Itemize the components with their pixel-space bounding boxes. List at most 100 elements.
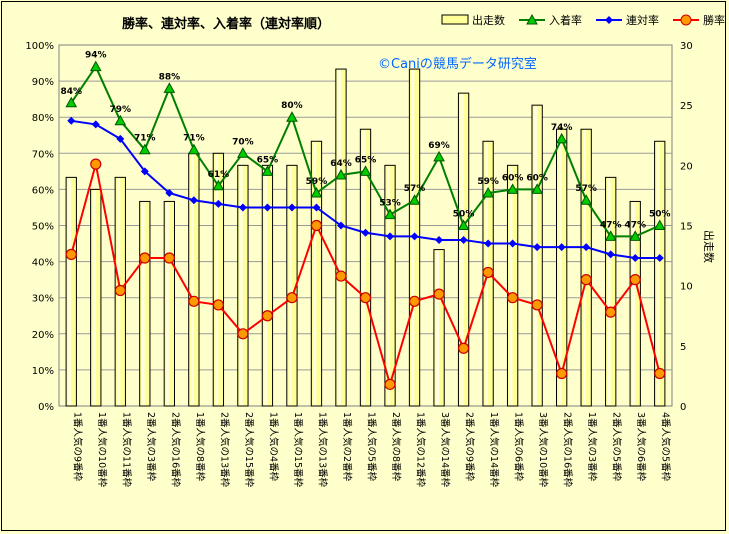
marker-入着率 xyxy=(555,132,568,144)
data-label: 69% xyxy=(428,141,450,151)
marker-勝率 xyxy=(384,378,396,390)
bar-highlight xyxy=(239,166,243,405)
marker-連対率 xyxy=(312,203,321,212)
marker-入着率 xyxy=(114,114,127,126)
category-label: 1番人気の4番枠 xyxy=(267,412,279,482)
marker-入着率 xyxy=(359,165,372,176)
marker-入着率 xyxy=(629,230,642,241)
marker-入着率 xyxy=(384,208,396,220)
bar-17 xyxy=(457,92,470,407)
marker-連対率 xyxy=(165,189,174,198)
marker-勝率 xyxy=(286,292,298,304)
right-tick-label: 20 xyxy=(680,161,693,172)
marker-入着率 xyxy=(163,82,176,93)
left-tick-label: 10% xyxy=(32,366,54,377)
marker-入着率 xyxy=(89,60,102,72)
legend-marker xyxy=(605,16,613,24)
legend-swatch xyxy=(441,14,469,25)
marker-入着率 xyxy=(604,230,617,241)
right-tick-label: 15 xyxy=(680,222,693,233)
left-tick-label: 90% xyxy=(32,77,54,88)
marker-入着率 xyxy=(138,143,151,155)
marker-連対率 xyxy=(631,253,640,262)
category-label: 2番人気の13番枠 xyxy=(218,412,230,488)
data-label: 71% xyxy=(134,134,156,144)
category-label: 1番人気の5番枠 xyxy=(366,412,378,482)
right-tick-label: 30 xyxy=(680,41,693,52)
right-tick-label: 10 xyxy=(680,282,693,293)
bar-highlight xyxy=(583,130,587,405)
category-label: 3番人気の6番枠 xyxy=(635,412,647,482)
bar-10 xyxy=(286,164,298,407)
category-label: 1番人気の14番枠 xyxy=(488,412,500,488)
category-label: 1番人気の3番枠 xyxy=(586,412,598,482)
data-label: 84% xyxy=(60,87,82,97)
category-label: 1番人気の9番枠 xyxy=(71,412,83,482)
right-tick-label: 25 xyxy=(680,101,693,112)
bar-highlight xyxy=(141,202,145,405)
bar-highlight xyxy=(215,154,219,405)
left-tick-label: 20% xyxy=(32,330,54,341)
legend-label: 入着率 xyxy=(549,13,582,27)
category-label: 1番人気の13番枠 xyxy=(316,412,328,488)
data-label: 65% xyxy=(257,155,279,165)
marker-連対率 xyxy=(386,232,395,241)
category-label: 2番人気の3番枠 xyxy=(145,412,157,482)
category-label: 3番人気の14番枠 xyxy=(439,412,451,488)
marker-勝率 xyxy=(90,158,102,170)
data-label: 57% xyxy=(404,184,426,194)
bar-highlight xyxy=(607,178,611,405)
marker-連対率 xyxy=(655,253,664,262)
bar-23 xyxy=(605,176,617,407)
marker-入着率 xyxy=(65,96,78,108)
left-tick-label: 60% xyxy=(32,185,54,196)
legend-marker xyxy=(680,14,692,26)
bar-highlight xyxy=(264,166,268,405)
marker-連対率 xyxy=(116,134,125,143)
marker-入着率 xyxy=(506,183,519,194)
marker-連対率 xyxy=(508,239,517,248)
category-label: 1番人気の2番枠 xyxy=(341,412,353,482)
marker-連対率 xyxy=(263,203,272,212)
bar-highlight xyxy=(460,94,464,405)
marker-勝率 xyxy=(237,328,249,340)
bar-8 xyxy=(237,164,249,407)
bar-24 xyxy=(629,200,641,407)
right-axis-label: 出走数 xyxy=(702,230,716,263)
left-tick-label: 0% xyxy=(38,402,54,413)
marker-入着率 xyxy=(335,168,347,180)
bar-12 xyxy=(335,68,347,407)
marker-勝率 xyxy=(408,295,421,307)
marker-勝率 xyxy=(482,266,494,279)
marker-入着率 xyxy=(408,194,421,205)
marker-連対率 xyxy=(435,235,444,244)
bar-highlight xyxy=(313,142,317,405)
category-label: 1番人気の12番枠 xyxy=(415,412,427,488)
marker-勝率 xyxy=(114,284,126,297)
data-label: 50% xyxy=(453,210,475,220)
data-label: 64% xyxy=(330,159,352,169)
marker-勝率 xyxy=(580,274,592,286)
legend-marker xyxy=(526,13,538,25)
marker-連対率 xyxy=(140,167,149,176)
line-series xyxy=(65,60,666,390)
bar-highlight xyxy=(435,250,439,405)
marker-連対率 xyxy=(459,235,468,244)
data-label: 70% xyxy=(232,137,254,147)
marker-連対率 xyxy=(91,120,100,129)
left-tick-label: 70% xyxy=(32,149,54,160)
legend: 出走数 入着率 連対率 勝率 xyxy=(441,13,725,27)
left-axis-ticks: 0% 10% 20% 30% 40% 50% 60% 70% 80% 90% 100% xyxy=(25,41,54,413)
right-axis-ticks: 0 5 10 15 20 25 30 xyxy=(680,41,693,413)
marker-勝率 xyxy=(629,274,641,286)
legend-label: 勝率 xyxy=(703,13,725,27)
bar-19 xyxy=(506,164,519,407)
left-tick-label: 40% xyxy=(32,258,54,269)
marker-連対率 xyxy=(189,196,198,205)
marker-入着率 xyxy=(212,179,225,191)
bar-6 xyxy=(188,152,200,407)
bar-highlight xyxy=(632,202,636,405)
bar-highlight xyxy=(337,70,341,406)
bar-highlight xyxy=(68,178,72,405)
